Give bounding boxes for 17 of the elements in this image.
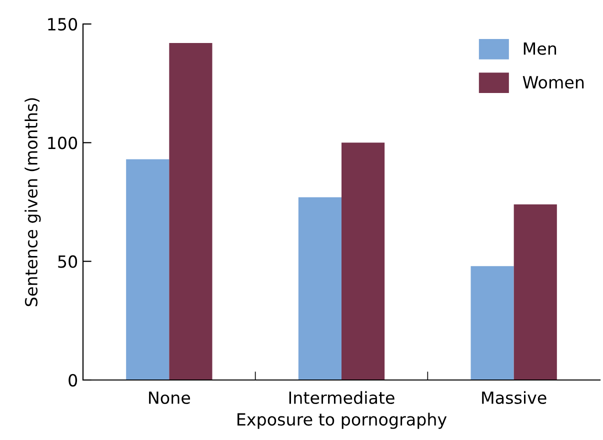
bar (342, 142, 385, 380)
bar (514, 204, 557, 380)
y-axis-title: Sentence given (months) (24, 98, 41, 306)
y-tick-label: 150 (48, 18, 78, 31)
x-tick-label: Intermediate (289, 391, 394, 404)
y-tick-label: 100 (48, 136, 78, 150)
x-tick-label: Massive (482, 391, 546, 404)
x-axis-title: Exposure to pornography (238, 412, 447, 429)
legend-label: Men (524, 42, 556, 55)
bar (169, 42, 212, 380)
bar (298, 197, 342, 380)
y-tick-label: 0 (68, 374, 78, 387)
legend-label: Women (522, 76, 584, 89)
y-tick-label: 50 (58, 255, 78, 268)
bar (470, 266, 514, 380)
x-tick-label: None (149, 392, 190, 404)
bar (126, 159, 170, 380)
